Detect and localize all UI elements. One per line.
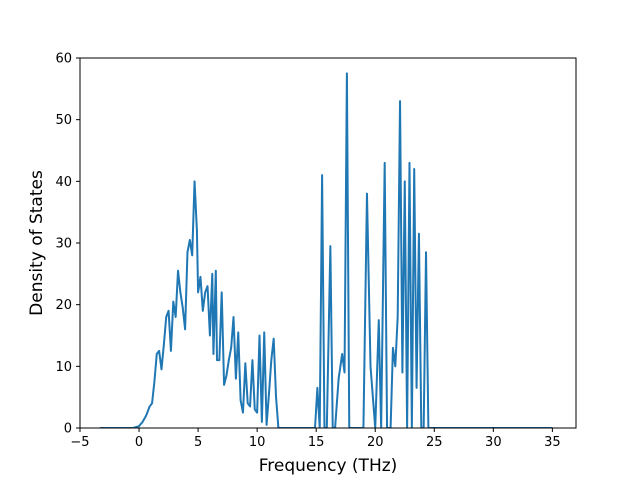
x-tick-label: 15 bbox=[308, 435, 325, 450]
dos-series-line bbox=[100, 72, 553, 428]
y-tick-label: 60 bbox=[55, 52, 72, 67]
y-axis: 0 10 20 30 40 50 60 bbox=[55, 52, 80, 437]
y-tick-label: 0 bbox=[64, 422, 72, 437]
x-axis: −5 0 5 10 15 20 25 30 35 bbox=[70, 428, 561, 450]
x-tick-label: 35 bbox=[544, 435, 561, 450]
x-tick-label: 5 bbox=[194, 435, 202, 450]
x-tick-label: 20 bbox=[367, 435, 384, 450]
x-tick-label: −5 bbox=[70, 435, 89, 450]
y-tick-label: 30 bbox=[55, 237, 72, 252]
x-tick-label: 10 bbox=[249, 435, 266, 450]
x-tick-label: 30 bbox=[485, 435, 502, 450]
y-tick-label: 50 bbox=[55, 113, 72, 128]
y-tick-label: 10 bbox=[55, 360, 72, 375]
y-tick-label: 40 bbox=[55, 175, 72, 190]
x-tick-label: 0 bbox=[135, 435, 143, 450]
y-axis-title: Density of States bbox=[27, 170, 47, 316]
x-tick-label: 25 bbox=[426, 435, 443, 450]
x-axis-title: Frequency (THz) bbox=[259, 456, 398, 476]
y-tick-label: 20 bbox=[55, 298, 72, 313]
